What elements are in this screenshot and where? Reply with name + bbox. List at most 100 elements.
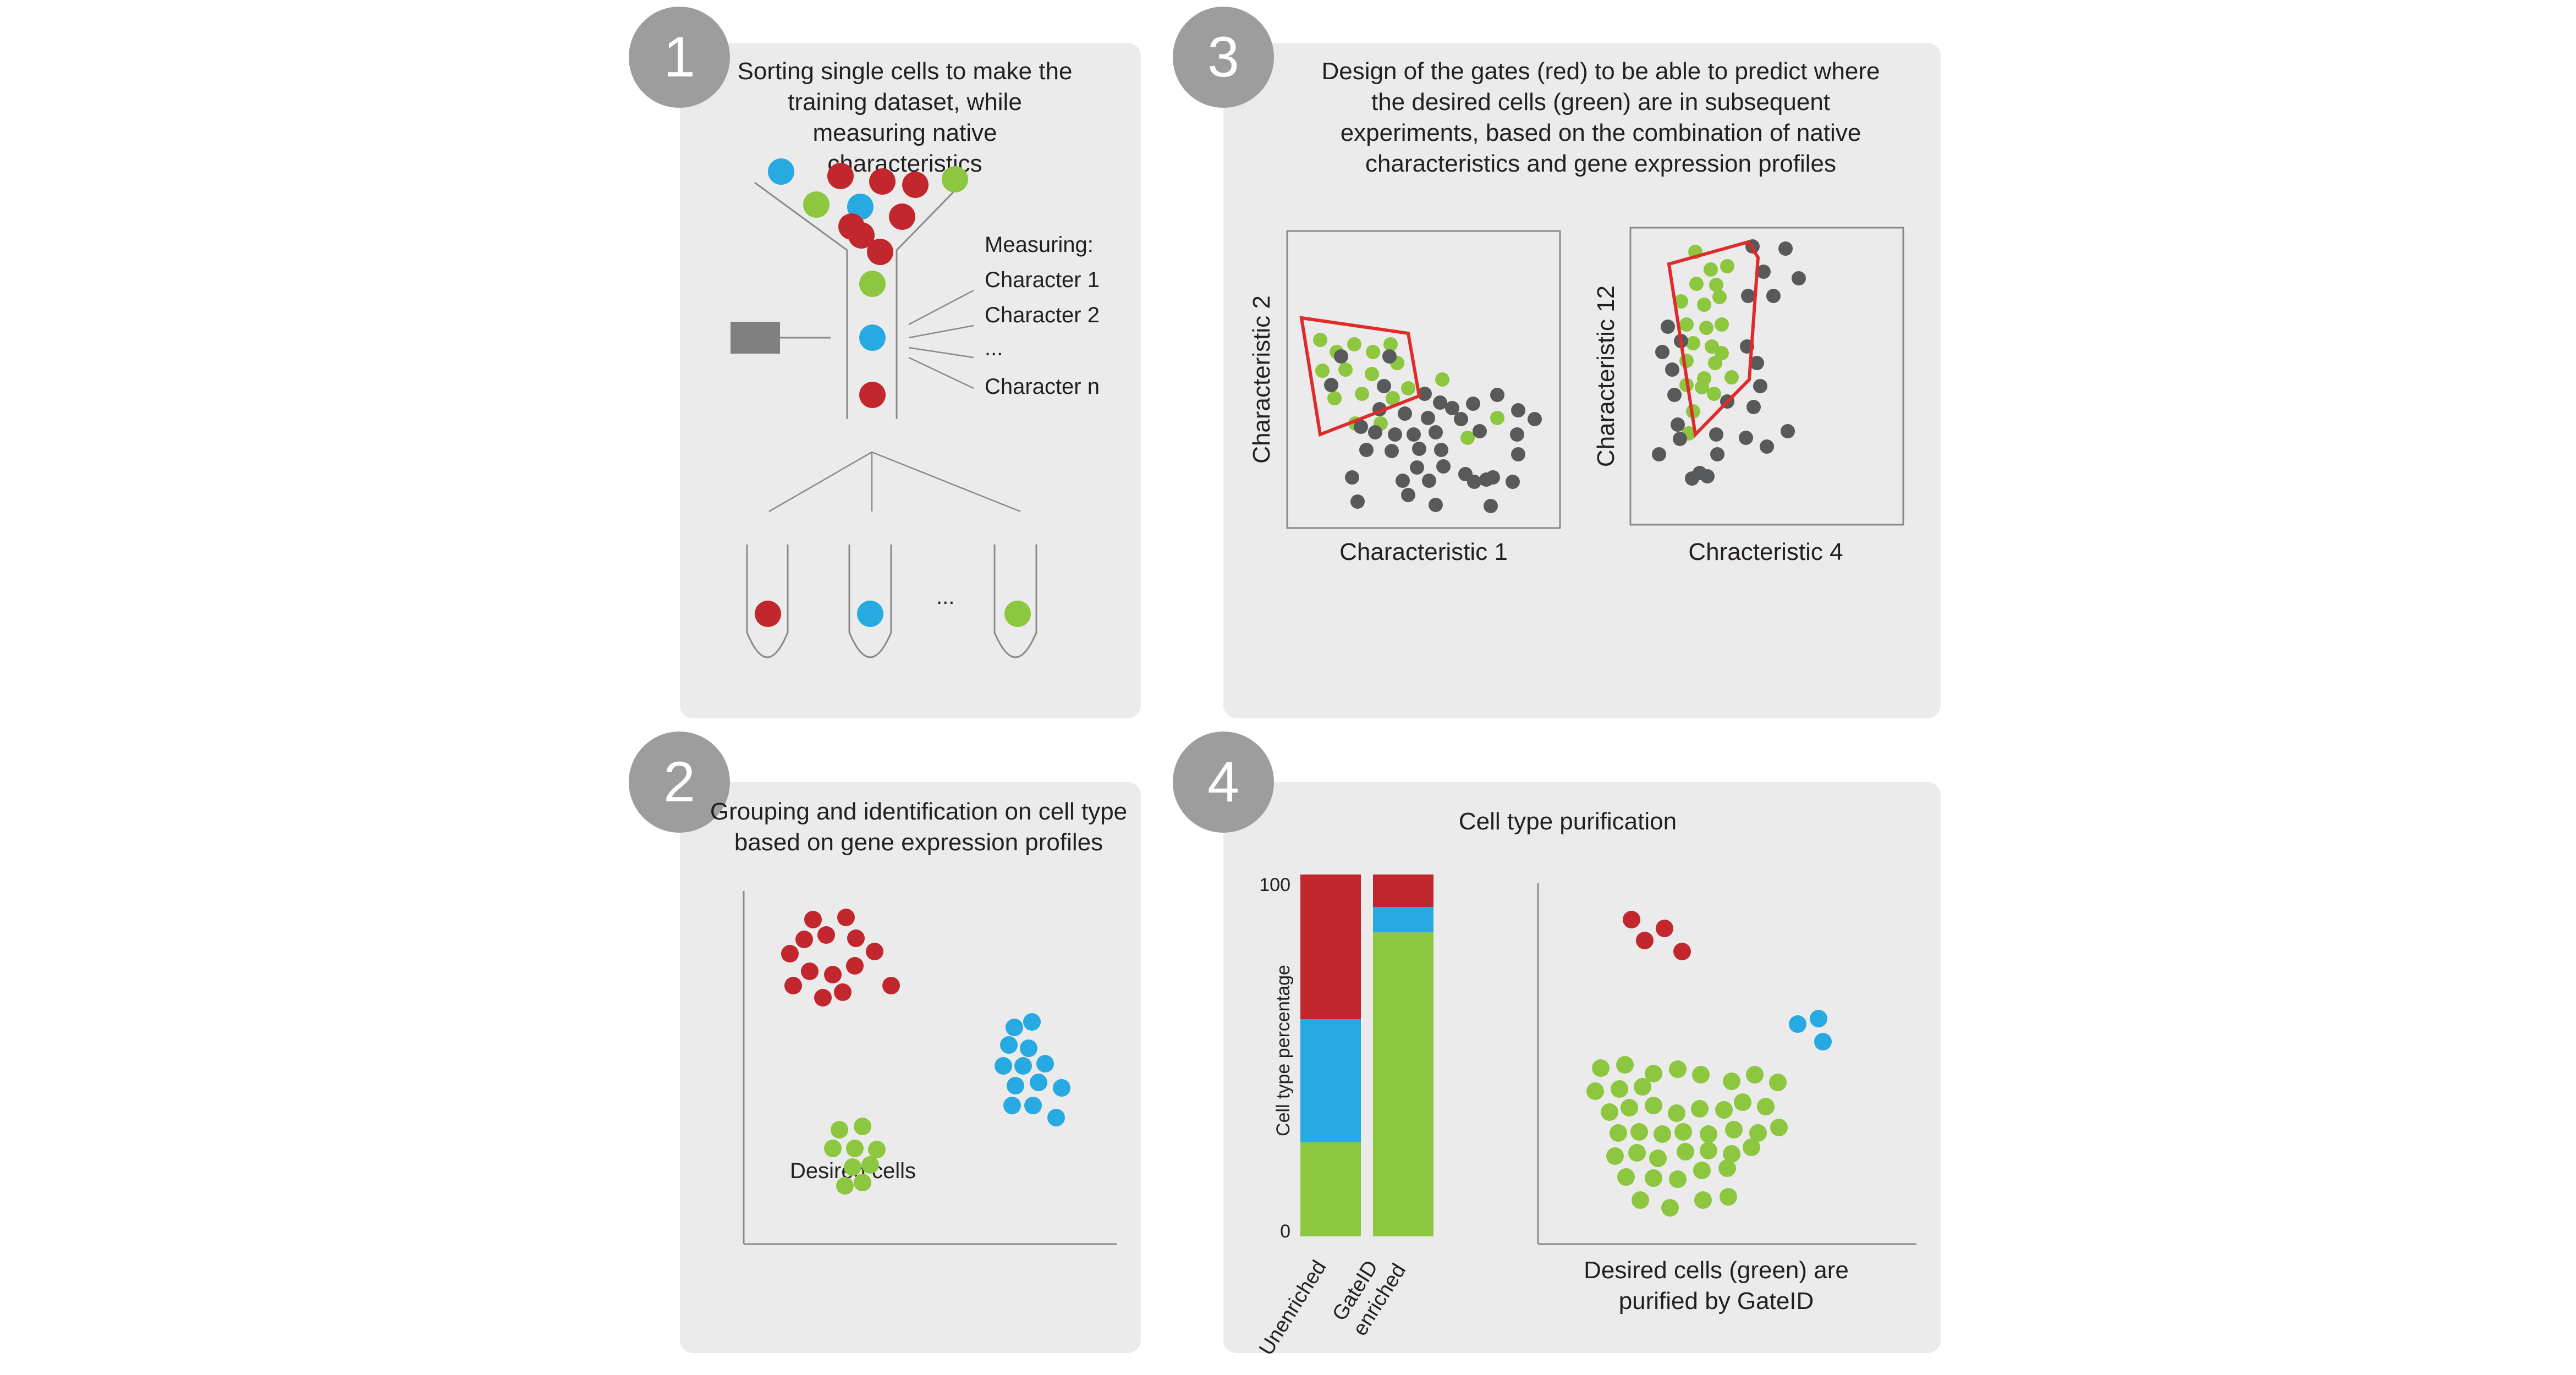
scatter-dot-grey <box>1388 427 1402 442</box>
scatter-dot-green <box>1347 337 1361 351</box>
scatter-dot-grey <box>1506 475 1520 489</box>
cell-icon <box>859 324 886 351</box>
scatter-dot-grey <box>1467 475 1481 489</box>
scatter-dot-grey <box>1421 411 1435 425</box>
purified-dot-red <box>1636 932 1654 949</box>
scatter-dot-green <box>1699 321 1713 335</box>
purified-dot-green <box>1632 1191 1649 1209</box>
scatter-dot-grey <box>1466 397 1480 411</box>
purified-dot-green <box>1654 1125 1671 1143</box>
purified-dot-green <box>1720 1188 1737 1206</box>
purified-dot-blue <box>1789 1015 1806 1033</box>
scatter-dot-grey <box>1490 388 1504 402</box>
scatter-dot-grey <box>1418 387 1432 401</box>
cluster-plot-axes <box>743 891 1117 1245</box>
purified-dot-green <box>1668 1104 1685 1122</box>
purified-dot-green <box>1645 1169 1662 1187</box>
scatter-dot-green <box>1386 391 1400 405</box>
cluster-dot-green <box>831 1121 848 1138</box>
purified-dot-green <box>1645 1065 1662 1082</box>
scatter-dot-grey <box>1398 406 1412 421</box>
gate-plot-b-ylabel: Characteristic 12 <box>1592 285 1619 467</box>
scatter-dot-grey <box>1377 379 1391 393</box>
gate-polygons <box>1299 240 1760 438</box>
purified-dot-green <box>1700 1142 1717 1159</box>
tube-icon <box>993 544 1037 658</box>
cluster-dot-red <box>784 977 802 994</box>
cluster-dot-green <box>844 1158 861 1176</box>
scatter-dot-green <box>1490 411 1504 425</box>
scatter-dot-grey <box>1756 265 1771 279</box>
scatter-dot-grey <box>1760 439 1774 454</box>
scatter-dot-grey <box>1739 431 1753 445</box>
scatter-dot-grey <box>1368 425 1382 439</box>
purified-dot-red <box>1673 943 1691 960</box>
cluster-dot-red <box>866 943 883 960</box>
cluster-dot-green <box>868 1141 886 1158</box>
cell-icon <box>942 166 968 193</box>
cluster-dot-red <box>847 930 865 947</box>
scatter-dot-grey <box>1511 403 1525 417</box>
purified-dot-green <box>1592 1059 1610 1077</box>
cluster-dot-red <box>814 989 832 1007</box>
gate-plot-b-xlabel: Chracteristic 4 <box>1688 538 1843 565</box>
purified-dot-green <box>1610 1124 1627 1142</box>
purified-dot-blue <box>1810 1010 1827 1027</box>
bar-segment-unenriched-0 <box>1300 1142 1361 1236</box>
step-badge-3: 3 <box>1173 7 1274 108</box>
purified-scatter-axes <box>1537 883 1916 1245</box>
purified-dot-blue <box>1814 1033 1832 1050</box>
purified-dot-green <box>1674 1123 1692 1141</box>
cluster-dot-blue <box>1024 1097 1042 1114</box>
purified-dot-green <box>1757 1098 1775 1115</box>
purified-dot-green <box>1769 1074 1787 1091</box>
cell-icon <box>1004 601 1031 627</box>
scatter-dot-grey <box>1429 425 1443 439</box>
bar-category-gateid-enriched: GateID enriched <box>1328 1257 1410 1340</box>
purified-dot-green <box>1677 1143 1694 1160</box>
scatter-dot-green <box>1460 431 1475 445</box>
panel-3-title: Design of the gates (red) to be able to … <box>1321 58 1880 177</box>
scatter-dot-green <box>1697 298 1711 312</box>
purified-dot-green <box>1715 1101 1733 1119</box>
scatter-dot-grey <box>1673 432 1687 446</box>
scatter-dot-green <box>1365 367 1379 381</box>
scatter-dot-grey <box>1433 395 1447 410</box>
step-badge-1: 1 <box>629 7 730 108</box>
cluster-dot-blue <box>1030 1074 1047 1091</box>
tube-icon <box>746 544 789 658</box>
scatter-dot-grey <box>1661 320 1675 334</box>
scatter-dot-grey <box>1473 424 1487 438</box>
scatter-dot-green <box>1724 370 1739 384</box>
cluster-dot-blue <box>1003 1097 1021 1114</box>
scatter-dot-green <box>1674 294 1688 309</box>
panel-3 <box>1223 43 1941 718</box>
bar-segment-unenriched-2 <box>1300 875 1361 1020</box>
scatter-dot-grey <box>1511 447 1525 461</box>
gate-plot-a-frame <box>1286 230 1561 529</box>
measuring-item-ellipsis: ... <box>985 336 1003 360</box>
scatter-dot-grey <box>1671 417 1685 432</box>
cluster-dot-blue <box>1047 1109 1065 1126</box>
measurement-lines <box>908 289 974 389</box>
purified-dot-green <box>1746 1066 1764 1084</box>
purified-dot-green <box>1601 1103 1618 1121</box>
bar-segment-gateid-1 <box>1373 907 1433 933</box>
cluster-dot-green <box>836 1177 854 1195</box>
bar-segment-gateid-0 <box>1373 932 1433 1236</box>
scatter-dot-green <box>1435 372 1449 387</box>
purified-dot-green <box>1723 1072 1740 1090</box>
purified-dot-green <box>1725 1121 1743 1138</box>
tube-icons <box>746 544 1037 658</box>
purified-dot-green <box>1645 1097 1662 1114</box>
cluster-dot-green <box>824 1140 842 1157</box>
scatter-dot-grey <box>1741 289 1755 303</box>
measuring-item-2: Character 2 <box>985 303 1100 327</box>
bar-ytick-100: 100 <box>1259 875 1290 895</box>
purified-dot-green <box>1634 1078 1651 1096</box>
cluster-dot-red <box>882 977 900 994</box>
measuring-item-1: Character 1 <box>985 268 1100 292</box>
scatter-dot-grey <box>1484 499 1498 513</box>
gate-plot-b-frame <box>1629 227 1904 526</box>
cluster-dot-green <box>854 1174 871 1191</box>
